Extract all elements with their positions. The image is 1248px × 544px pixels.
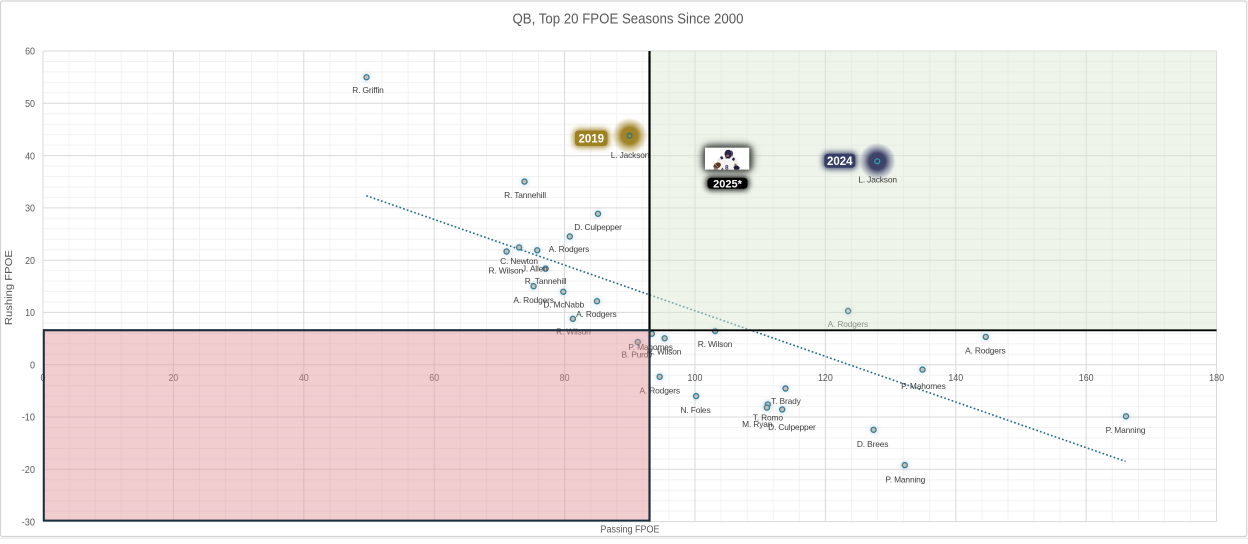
svg-text:A. Rodgers: A. Rodgers — [513, 295, 553, 305]
svg-text:T. Romo: T. Romo — [753, 413, 784, 423]
svg-text:C. Newton: C. Newton — [500, 256, 538, 266]
svg-text:T. Brady: T. Brady — [771, 396, 801, 406]
svg-text:Rushing FPOE: Rushing FPOE — [4, 250, 15, 325]
svg-text:D. Culpepper: D. Culpepper — [768, 422, 816, 432]
svg-text:L. Jackson: L. Jackson — [611, 150, 650, 160]
svg-text:20: 20 — [25, 256, 35, 267]
svg-text:P. Manning: P. Manning — [885, 474, 925, 484]
svg-text:50: 50 — [25, 99, 35, 110]
svg-text:A. Rodgers: A. Rodgers — [828, 319, 868, 329]
svg-text:A. Rodgers: A. Rodgers — [639, 386, 679, 396]
svg-text:30: 30 — [25, 204, 35, 215]
svg-text:40: 40 — [25, 151, 35, 162]
svg-text:160: 160 — [1079, 373, 1094, 384]
svg-text:0: 0 — [30, 360, 35, 371]
svg-text:R. Wilson: R. Wilson — [489, 265, 524, 275]
svg-text:A. Rodgers: A. Rodgers — [576, 309, 616, 319]
svg-text:40: 40 — [299, 373, 309, 384]
svg-text:A. Rodgers: A. Rodgers — [965, 346, 1005, 356]
svg-text:P. Manning: P. Manning — [1106, 425, 1146, 435]
svg-text:100: 100 — [688, 373, 703, 384]
svg-text:R. Tannehill: R. Tannehill — [504, 190, 546, 200]
svg-text:2019: 2019 — [578, 133, 604, 145]
svg-text:P. Mahomes: P. Mahomes — [901, 381, 945, 391]
svg-text:R. Wilson: R. Wilson — [556, 326, 591, 336]
svg-text:Passing FPOE: Passing FPOE — [601, 524, 660, 535]
svg-text:8: 8 — [725, 164, 729, 171]
svg-text:180: 180 — [1209, 373, 1224, 384]
svg-text:60: 60 — [25, 47, 35, 58]
svg-text:M. Ryan: M. Ryan — [742, 419, 773, 429]
svg-text:R. Wilson: R. Wilson — [647, 347, 682, 357]
svg-text:D. McNabb: D. McNabb — [543, 299, 584, 309]
svg-text:R. Griffin: R. Griffin — [352, 85, 384, 95]
svg-text:2025*: 2025* — [713, 178, 742, 190]
svg-text:P. Mahomes: P. Mahomes — [628, 342, 672, 352]
svg-text:D. Culpepper: D. Culpepper — [574, 222, 622, 232]
svg-text:20: 20 — [168, 373, 178, 384]
svg-text:10: 10 — [25, 308, 35, 319]
svg-text:140: 140 — [948, 373, 963, 384]
svg-text:R. Tannehill: R. Tannehill — [525, 276, 567, 286]
svg-text:D. Brees: D. Brees — [857, 439, 888, 449]
svg-text:N. Foles: N. Foles — [681, 405, 711, 415]
svg-text:A. Rodgers: A. Rodgers — [549, 244, 589, 254]
svg-text:-30: -30 — [22, 517, 36, 528]
svg-text:R. Wilson: R. Wilson — [698, 339, 733, 349]
svg-text:-20: -20 — [22, 465, 36, 476]
svg-text:QB, Top 20 FPOE Seasons Since: QB, Top 20 FPOE Seasons Since 2000 — [513, 11, 744, 27]
svg-text:J. Allen: J. Allen — [522, 263, 548, 273]
svg-text:-10: -10 — [22, 413, 36, 424]
svg-text:B. Purdy: B. Purdy — [621, 350, 653, 360]
svg-text:2024: 2024 — [827, 156, 853, 168]
svg-text:80: 80 — [560, 373, 570, 384]
svg-text:120: 120 — [818, 373, 833, 384]
svg-text:60: 60 — [429, 373, 439, 384]
